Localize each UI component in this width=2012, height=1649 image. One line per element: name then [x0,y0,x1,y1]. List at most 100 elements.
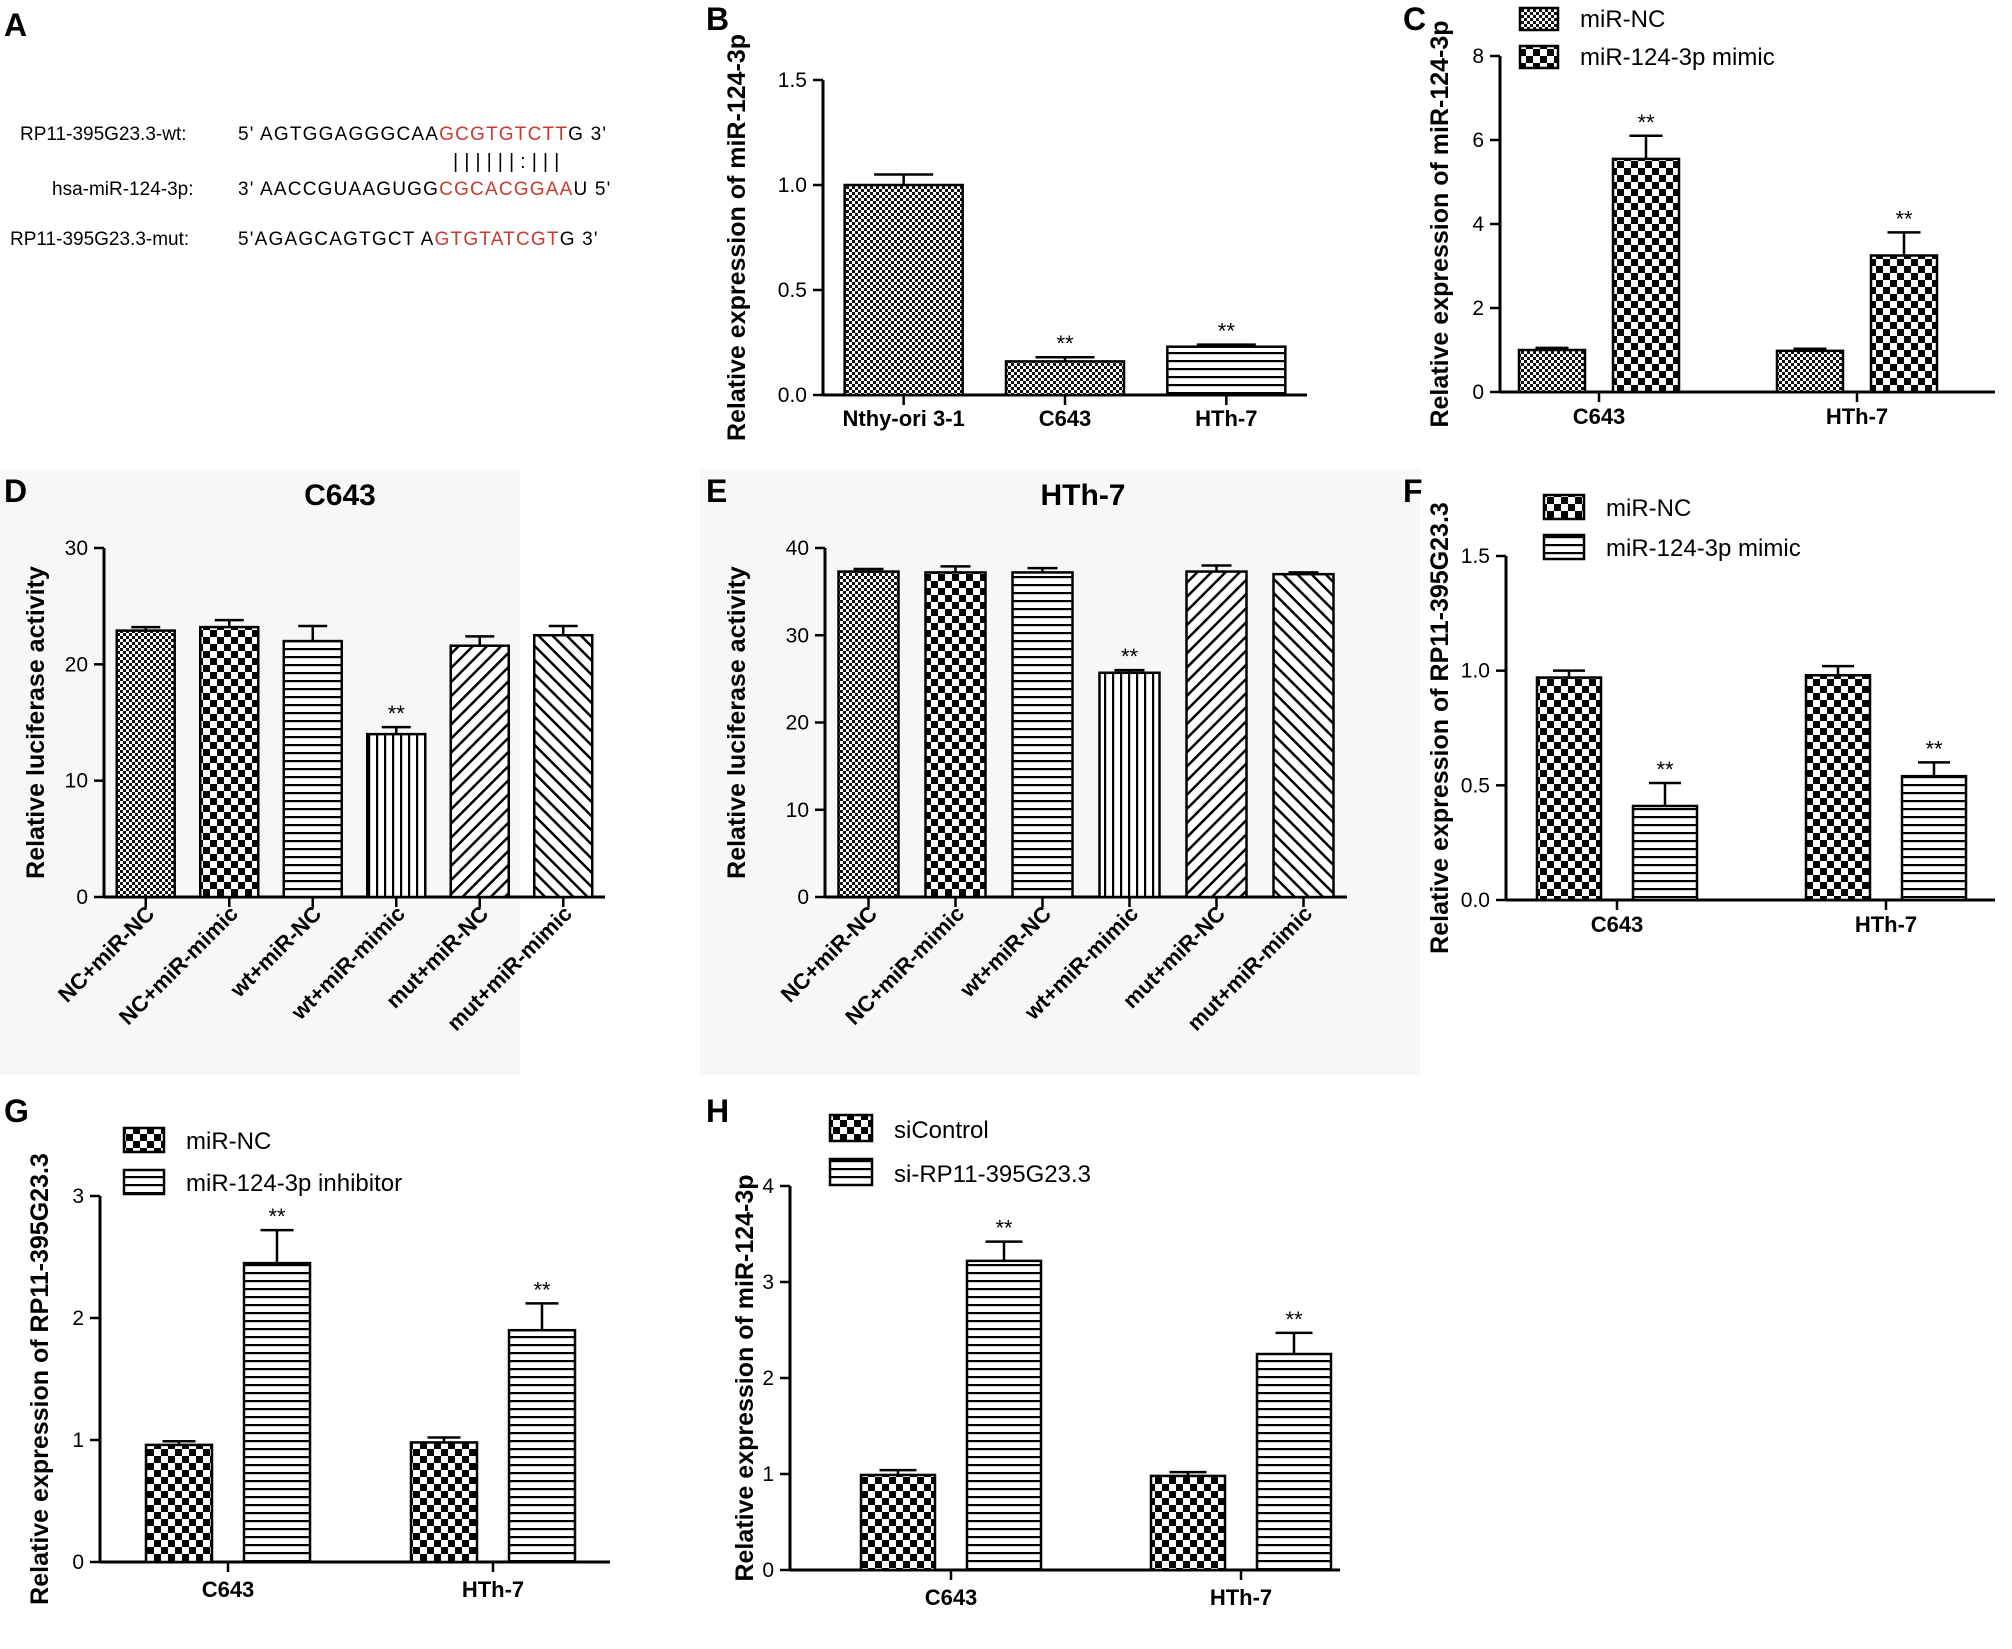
bar [1149,1474,1227,1572]
panel-letter-c: C [1403,1,1426,37]
chart-title: HTh-7 [1041,479,1126,512]
bar [409,1441,479,1564]
x-category-label: HTh-7 [462,1577,524,1602]
bar [1804,674,1872,902]
y-tick-label: 3 [72,1185,84,1208]
significance-label: ** [533,1277,551,1302]
bar [1631,804,1699,902]
bar [837,570,900,899]
bar [533,634,594,899]
x-category-label: HTh-7 [1826,404,1888,429]
bar [1255,1352,1333,1572]
x-category-label: C643 [202,1577,255,1602]
panel-letter-b: B [706,1,729,37]
y-tick-label: 30 [65,537,88,560]
x-category-label: HTh-7 [1855,912,1917,937]
y-tick-label: 0 [72,1551,84,1574]
significance-label: ** [268,1204,286,1229]
chart-b: 0.0 0.5 1.0 1.5 Relative expression of miR-1… [723,34,1307,441]
legend-swatch [1518,6,1560,32]
x-category-label: C643 [1591,912,1644,937]
y-tick-label: 30 [786,624,809,647]
y-tick-label: 0.0 [1461,889,1490,912]
seq-wt-label: RP11-395G23.3-wt: [20,124,187,145]
y-axis-title: Relative expression of RP11-395G23.3 [1426,502,1454,954]
seq-mir-site: CGCACGGAA [439,179,573,200]
bar [144,1443,214,1564]
chart-title: C643 [304,479,376,512]
y-tick-label: 2 [72,1307,84,1330]
seq-mut-pre: 5'AGAGCAGTGCT A [238,229,435,250]
significance-label: ** [995,1216,1013,1241]
bar [965,1259,1043,1572]
seq-mut: 5'AGAGCAGTGCT AGTGTATCGTG 3' [238,229,599,250]
seq-wt-pre: 5' AGTGGAGGGCAA [238,124,439,145]
y-tick-label: 0.5 [778,279,807,302]
seq-mir-pre: 3' AACCGUAAGUGG [238,179,439,200]
y-tick-label: 10 [65,770,88,793]
x-category-label: Nthy-ori 3-1 [843,406,965,431]
legend-swatch [828,1113,874,1143]
seq-mut-post: G 3' [560,229,599,250]
legend-label: miR-NC [186,1128,271,1155]
bar [1611,157,1681,394]
legend-swatch [1518,44,1560,70]
chart-g: 0 1 2 3 Relative expression of RP11-395G23.3… [26,1126,610,1605]
seq-pairing: ||||||:||| [453,151,565,173]
panel-letter-d: D [4,473,27,509]
legend-swatch [1542,493,1586,521]
seq-wt-post: G 3' [568,124,607,145]
y-axis-title: Relative expression of RP11-395G23.3 [26,1153,54,1605]
bar [1775,349,1845,394]
y-axis-title: Relative expression of miR-124-3p [731,1174,759,1581]
y-tick-label: 0 [762,1559,774,1582]
legend-label: miR-124-3p mimic [1606,535,1801,562]
y-tick-label: 0 [76,886,88,909]
bar [843,183,964,397]
y-tick-label: 2 [762,1367,774,1390]
y-tick-label: 1.0 [778,174,807,197]
panel-letter-e: E [706,473,727,509]
legend-label: siControl [894,1117,989,1144]
x-category-label: C643 [1039,406,1092,431]
significance-label: ** [1895,206,1913,231]
y-axis-title: Relative luciferase activity [22,566,50,879]
y-tick-label: 0.5 [1461,774,1490,797]
bar [1185,570,1248,899]
bar [1272,572,1335,899]
seq-mut-label: RP11-395G23.3-mut: [10,229,189,250]
panel-letter-h: H [706,1093,729,1129]
bar [449,644,510,899]
y-tick-label: 8 [1472,45,1484,68]
x-category-label: C643 [1573,404,1626,429]
significance-label: ** [1218,319,1236,344]
chart-e: 0 10 20 30 40 Relative luciferase activity HTh… [723,479,1347,1036]
bar [1098,671,1161,899]
bar [859,1473,937,1572]
significance-label: ** [1285,1307,1303,1332]
seq-mir-post: U 5' [573,179,611,200]
y-axis-title: Relative expression of miR-124-3p [1426,20,1454,427]
significance-label: ** [1637,110,1655,135]
y-tick-label: 2 [1472,297,1484,320]
panel-letter-g: G [4,1093,29,1129]
significance-label: ** [1925,736,1943,761]
y-tick-label: 4 [762,1175,774,1198]
significance-label: ** [1656,757,1674,782]
legend-label: miR-NC [1606,495,1691,522]
y-tick-label: 40 [786,537,809,560]
legend-swatch [828,1157,874,1187]
y-tick-label: 0.0 [778,384,807,407]
y-tick-label: 20 [65,653,88,676]
y-tick-label: 6 [1472,129,1484,152]
significance-label: ** [388,701,406,726]
sequence-panel: RP11-395G23.3-wt: 5' AGTGGAGGGCAAGCGTGTC… [10,124,611,250]
legend-label: miR-124-3p inhibitor [186,1170,402,1197]
y-tick-label: 0 [1472,381,1484,404]
y-tick-label: 0 [797,886,809,909]
bar [1166,345,1287,397]
seq-wt: 5' AGTGGAGGGCAAGCGTGTCTTG 3' [238,124,607,145]
